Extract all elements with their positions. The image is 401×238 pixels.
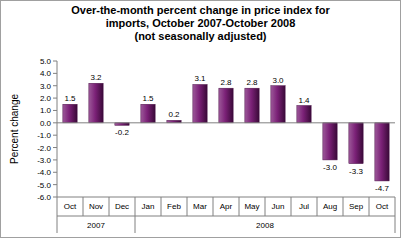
category-separator — [291, 197, 292, 216]
data-label: 3.0 — [272, 76, 284, 85]
bar — [193, 84, 207, 122]
category-separator — [135, 197, 136, 216]
x-tick-label: Apr — [220, 202, 233, 211]
bar — [323, 123, 337, 160]
x-group-label: 2008 — [256, 221, 274, 230]
plot-svg: Percent change -6.0 -5.0 -4.0 -3.0 -2.0 -1.0 0.… — [0, 0, 401, 238]
x-tick-label: May — [244, 202, 259, 211]
bar — [89, 83, 103, 123]
y-axis-title: Percent change — [9, 94, 20, 164]
x-tick-label: Dec — [115, 202, 129, 211]
data-label: 2.8 — [246, 78, 258, 87]
y-tick-label: 1.0 — [40, 106, 52, 115]
y-tick-label: -3.0 — [37, 156, 51, 165]
x-tick-label: Jul — [299, 202, 309, 211]
bar — [63, 104, 77, 123]
y-tick — [53, 197, 57, 198]
data-label: -0.2 — [115, 128, 129, 137]
bar — [271, 86, 285, 123]
bar — [297, 106, 311, 123]
group-separator — [135, 216, 136, 233]
bar — [141, 104, 155, 123]
x-tick-label: Aug — [323, 202, 337, 211]
bar — [349, 123, 363, 164]
group-separator — [395, 216, 396, 233]
x-tick-label: Nov — [89, 202, 103, 211]
category-separator — [109, 197, 110, 216]
x-tick-label: Mar — [193, 202, 207, 211]
data-label: 1.5 — [64, 94, 76, 103]
y-tick — [53, 135, 57, 136]
x-tick-label: Jan — [142, 202, 155, 211]
y-tick — [53, 85, 57, 86]
data-label: 3.1 — [194, 74, 206, 83]
group-separator — [57, 216, 58, 233]
data-label: 1.5 — [142, 94, 154, 103]
y-tick-label: 3.0 — [40, 82, 52, 91]
category-separator — [57, 197, 58, 216]
data-label: 0.2 — [168, 110, 180, 119]
data-label: 1.4 — [298, 96, 310, 105]
x-tick-label: Sep — [349, 202, 364, 211]
x-axis-line — [57, 122, 395, 123]
y-tick-label: -4.0 — [37, 168, 51, 177]
y-tick — [53, 61, 57, 62]
y-tick — [53, 147, 57, 148]
subtitle: (not seasonally adjusted) — [60, 30, 341, 43]
category-axis-top — [57, 197, 395, 198]
y-tick — [53, 73, 57, 74]
y-tick — [53, 98, 57, 99]
x-tick-label: Oct — [64, 202, 77, 211]
x-tick-label: Oct — [376, 202, 389, 211]
category-row-line — [57, 216, 395, 217]
category-separator — [83, 197, 84, 216]
category-separator — [369, 197, 370, 216]
category-separator — [161, 197, 162, 216]
bar — [245, 88, 259, 123]
y-tick — [53, 110, 57, 111]
data-label: 3.2 — [90, 73, 102, 82]
y-tick — [53, 172, 57, 173]
data-label: -3.3 — [349, 167, 363, 176]
category-separator — [187, 197, 188, 216]
y-tick — [53, 122, 57, 123]
y-tick-label: 2.0 — [40, 94, 52, 103]
y-tick-label: -2.0 — [37, 144, 51, 153]
y-tick-label: -6.0 — [37, 193, 51, 202]
category-separator — [239, 197, 240, 216]
x-tick-label: Jun — [272, 202, 285, 211]
data-label: -4.7 — [375, 184, 389, 193]
title: Over-the-month percent change in price i… — [60, 4, 341, 30]
y-tick-label: -5.0 — [37, 181, 51, 190]
bar — [219, 88, 233, 123]
category-separator — [265, 197, 266, 216]
category-separator — [395, 197, 396, 216]
x-tick-label: Feb — [167, 202, 181, 211]
data-label: -3.0 — [323, 163, 337, 172]
chart: Over-the-month percent change in price i… — [0, 0, 401, 238]
y-tick — [53, 184, 57, 185]
y-axis-line — [57, 61, 58, 197]
category-separator — [343, 197, 344, 216]
category-separator — [213, 197, 214, 216]
y-tick — [53, 159, 57, 160]
y-tick-label: 4.0 — [40, 69, 52, 78]
category-separator — [317, 197, 318, 216]
data-label: 2.8 — [220, 78, 232, 87]
x-group-label: 2007 — [87, 221, 105, 230]
y-tick-label: 5.0 — [40, 57, 52, 66]
y-tick-label: -1.0 — [37, 131, 51, 140]
y-tick-label: 0.0 — [40, 119, 52, 128]
bar — [375, 123, 389, 181]
